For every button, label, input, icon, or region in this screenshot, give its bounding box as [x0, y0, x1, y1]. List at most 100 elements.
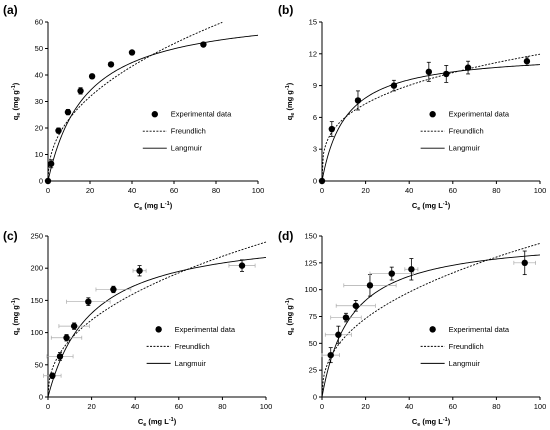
y-axis-label: qe (mg g-1) — [11, 297, 22, 335]
y-tick-label: 200 — [30, 264, 43, 273]
x-axis-label-close: ) — [448, 201, 451, 210]
experimental-data-point — [238, 262, 246, 269]
experimental-data-point — [352, 302, 359, 309]
legend-label-langmuir: Langmuir — [449, 144, 481, 153]
panel-label: (c) — [3, 229, 18, 243]
x-tick-label: 0 — [46, 402, 50, 411]
x-tick-label: 100 — [252, 186, 265, 195]
legend-label-langmuir: Langmuir — [449, 359, 481, 368]
legend-label-freundlich: Freundlich — [449, 127, 484, 136]
experimental-data-point — [523, 58, 531, 65]
legend-label-experimental: Experimental data — [449, 110, 510, 119]
y-tick-label: 15 — [309, 18, 317, 27]
y-axis-label-close: ) — [11, 297, 20, 300]
x-axis-label: Ce (mg L-1) — [138, 417, 177, 428]
experimental-data-point — [128, 49, 136, 56]
y-tick-label: 50 — [35, 44, 43, 53]
experimental-data-point — [85, 298, 92, 305]
y-tick-label: 9 — [313, 81, 317, 90]
y-axis-label-main: q — [11, 330, 20, 335]
panel-label: (a) — [3, 3, 18, 17]
y-axis-label-sub: e — [290, 328, 296, 331]
y-tick-label: 0 — [313, 177, 317, 186]
experimental-data-point — [342, 314, 350, 321]
x-axis-label-close: ) — [174, 417, 177, 426]
experimental-data-point — [70, 322, 78, 330]
x-axis-label-unit: (mg L — [142, 201, 165, 210]
langmuir-series-line — [321, 64, 541, 182]
x-tick-label: 20 — [361, 402, 369, 411]
y-axis-label: qe (mg g-1) — [285, 82, 296, 120]
y-axis-label: qe (mg g-1) — [11, 82, 22, 120]
x-tick-label: 60 — [449, 186, 457, 195]
y-tick-label: 50 — [309, 339, 317, 348]
langmuir-series-line — [47, 257, 267, 398]
experimental-data-point — [521, 259, 528, 267]
experimental-data-point — [318, 177, 326, 185]
x-tick-label: 40 — [405, 402, 413, 411]
y-tick-label: 0 — [39, 177, 43, 186]
legend-label-experimental: Experimental data — [175, 325, 236, 334]
x-tick-label: 20 — [87, 402, 95, 411]
y-tick-label: 150 — [30, 296, 43, 305]
x-tick-label: 40 — [131, 402, 139, 411]
y-axis-label-close: ) — [285, 82, 294, 85]
x-axis-label-main: C — [138, 417, 144, 426]
y-tick-label: 40 — [35, 71, 43, 80]
y-tick-label: 10 — [35, 150, 43, 159]
y-tick-label: 60 — [35, 18, 43, 27]
y-axis-label-main: q — [285, 115, 294, 120]
y-tick-label: 250 — [30, 232, 43, 241]
langmuir-series-line — [47, 34, 259, 182]
x-axis-label-sub: e — [417, 422, 420, 428]
y-axis-label-main: q — [285, 330, 294, 335]
legend-label-langmuir: Langmuir — [171, 144, 203, 153]
x-tick-label: 0 — [46, 186, 50, 195]
x-axis-label-sub: e — [417, 206, 420, 212]
x-tick-label: 60 — [170, 186, 178, 195]
legend-label-experimental: Experimental data — [449, 325, 510, 334]
experimental-data-point — [335, 331, 342, 338]
x-tick-label: 100 — [534, 402, 547, 411]
y-axis-label: qe (mg g-1) — [285, 297, 296, 335]
freundlich-series-line — [47, 241, 267, 398]
chart-panel-0: (a) 0 20 40 60 80 100 0 10 20 30 40 50 60 Ce (mg L-1) q… — [3, 3, 264, 212]
y-axis-label-exp: -1 — [285, 300, 291, 305]
x-axis-label-exp: -1 — [165, 201, 170, 207]
y-tick-label: 30 — [35, 97, 43, 106]
x-axis-label-close: ) — [448, 417, 451, 426]
experimental-data-point — [55, 127, 62, 134]
x-tick-label: 80 — [212, 186, 220, 195]
x-axis-label-close: ) — [170, 201, 173, 210]
x-tick-label: 40 — [405, 186, 413, 195]
x-tick-label: 20 — [86, 186, 94, 195]
x-tick-label: 80 — [218, 402, 226, 411]
x-axis-label-exp: -1 — [443, 201, 448, 207]
x-axis-label: Ce (mg L-1) — [134, 201, 173, 212]
legend-label-langmuir: Langmuir — [175, 359, 207, 368]
experimental-data-point — [64, 108, 72, 116]
x-axis-label-exp: -1 — [169, 417, 174, 423]
legend-label-freundlich: Freundlich — [449, 342, 484, 351]
x-tick-label: 0 — [320, 402, 324, 411]
freundlich-series-line — [47, 21, 223, 182]
x-tick-label: 40 — [128, 186, 136, 195]
y-axis-label-sub: e — [16, 113, 22, 116]
y-tick-label: 20 — [35, 124, 43, 133]
legend-marker-experimental — [155, 326, 162, 333]
y-axis-label-close: ) — [285, 297, 294, 300]
experimental-data-point — [107, 61, 115, 68]
y-tick-label: 0 — [313, 393, 317, 402]
experimental-data-point — [136, 267, 143, 274]
experimental-data-point — [408, 266, 415, 273]
y-tick-label: 75 — [309, 312, 317, 321]
y-axis-label-sub: e — [290, 113, 296, 116]
experimental-data-point — [77, 87, 84, 95]
experimental-data-point — [328, 125, 336, 133]
experimental-data-point — [200, 41, 207, 48]
experimental-data-point — [63, 334, 70, 341]
y-tick-label: 0 — [39, 393, 43, 402]
x-axis-label-unit: (mg L — [420, 201, 443, 210]
